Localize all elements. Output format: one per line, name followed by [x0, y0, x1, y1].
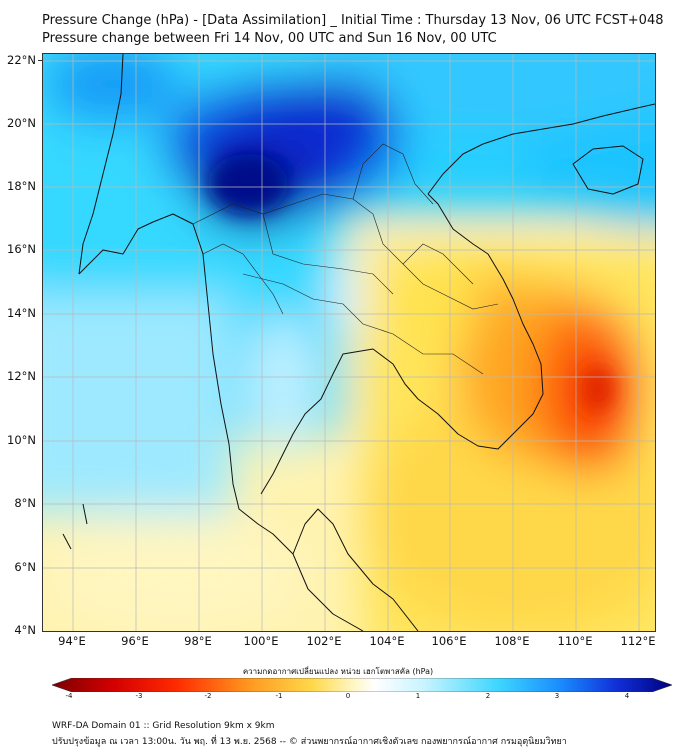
border-2 [262, 213, 394, 295]
coastlines [62, 54, 655, 631]
lat-label-16n: 16°N [7, 242, 36, 256]
myanmar-west-coast [78, 54, 124, 275]
lon-label-104e: 104°E [369, 634, 405, 648]
china-south-coast [427, 103, 655, 195]
lat-label-22n: 22°N [7, 53, 36, 67]
chart-subtitle: Pressure change between Fri 14 Nov, 00 U… [42, 31, 497, 46]
colorbar-tick: 0 [345, 692, 351, 700]
lon-label-94e: 94°E [58, 634, 86, 648]
pressure-change-map [42, 53, 656, 632]
island-2 [62, 533, 72, 550]
colorbar-tick: -4 [65, 692, 73, 700]
lat-label-18n: 18°N [7, 179, 36, 193]
lon-label-106e: 106°E [431, 634, 467, 648]
malay-coast [292, 508, 419, 631]
gulf-of-thailand-coast [260, 193, 544, 495]
borders [192, 143, 499, 375]
lat-label-4n: 4°N [14, 623, 36, 637]
border-4 [352, 143, 434, 205]
lon-label-112e: 112°E [620, 634, 656, 648]
lat-label-10n: 10°N [7, 433, 36, 447]
lat-label-14n: 14°N [7, 306, 36, 320]
island-1 [82, 503, 88, 525]
lon-label-110e: 110°E [557, 634, 593, 648]
colorbar-tick: 1 [415, 692, 421, 700]
lon-label-96e: 96°E [121, 634, 149, 648]
lat-tick [38, 60, 42, 61]
lon-label-100e: 100°E [243, 634, 279, 648]
lat-label-20n: 20°N [7, 116, 36, 130]
colorbar [52, 678, 672, 692]
pressure-field-detail [208, 154, 614, 411]
colorbar-tick: -3 [135, 692, 143, 700]
border-6 [402, 243, 474, 285]
chart-title: Pressure Change (hPa) - [Data Assimilati… [42, 13, 664, 28]
hainan-island [572, 145, 644, 195]
lat-label-8n: 8°N [14, 496, 36, 510]
andaman-coast [78, 213, 364, 631]
colorbar-tick: 4 [624, 692, 630, 700]
pressure-field [43, 54, 655, 631]
colorbar-tick: 3 [554, 692, 560, 700]
lon-label-98e: 98°E [184, 634, 212, 648]
border-5 [202, 243, 284, 315]
colorbar-tick: -2 [204, 692, 212, 700]
footer-credit: ปรับปรุงข้อมูล ณ เวลา 13:00น. วัน พฤ. ที… [52, 737, 567, 747]
border-3 [242, 273, 484, 375]
lon-label-108e: 108°E [494, 634, 530, 648]
colorbar-tick: 2 [485, 692, 491, 700]
footer-model-info: WRF-DA Domain 01 :: Grid Resolution 9km … [52, 721, 275, 731]
lat-label-6n: 6°N [14, 560, 36, 574]
lon-label-102e: 102°E [306, 634, 342, 648]
colorbar-title: ความกดอากาศเปลี่ยนแปลง หน่วย เฮกโตพาสคัล… [242, 667, 434, 676]
graticule [43, 54, 655, 631]
map-svg [43, 54, 655, 631]
lat-label-12n: 12°N [7, 369, 36, 383]
colorbar-tick: -1 [275, 692, 283, 700]
